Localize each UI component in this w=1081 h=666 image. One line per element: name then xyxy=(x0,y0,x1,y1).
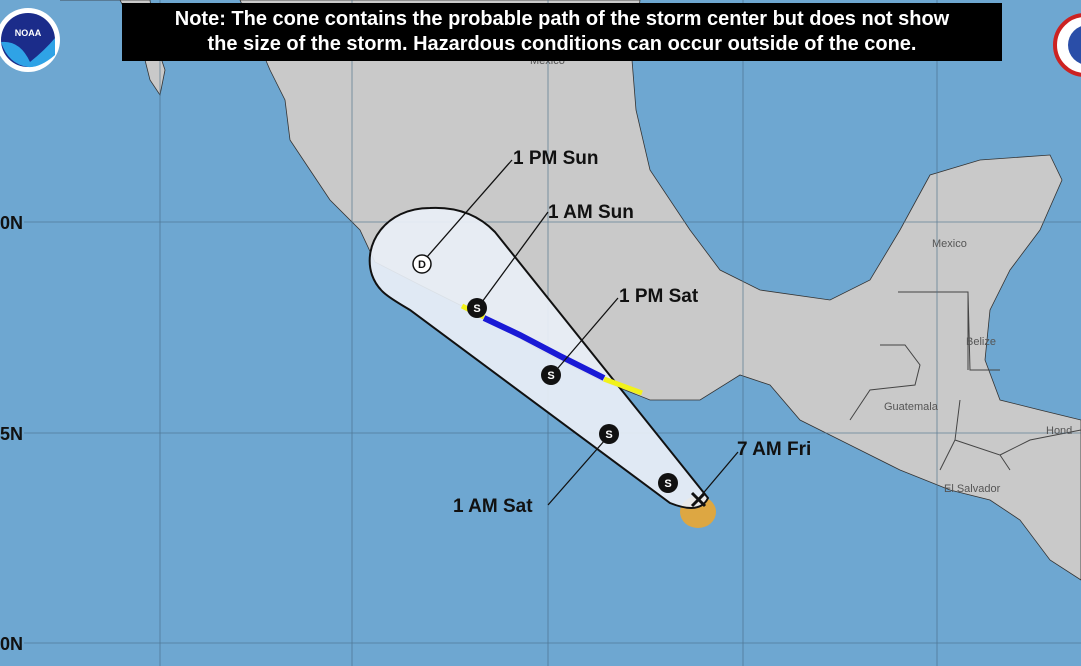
watch-segment-east xyxy=(603,376,643,396)
nws-logo xyxy=(1053,13,1081,77)
noaa-logo: NOAA xyxy=(0,8,60,72)
country-label-honduras: Hond xyxy=(1046,425,1072,437)
forecast-point-s[interactable]: S xyxy=(658,473,678,493)
leader-lines xyxy=(426,159,739,506)
point-symbol: S xyxy=(605,429,612,441)
forecast-cone xyxy=(368,206,710,509)
country-label-belize: Belize xyxy=(966,336,996,348)
time-label-1am-sat: 1 AM Sat xyxy=(453,496,533,517)
country-label-guatemala: Guatemala xyxy=(884,401,939,413)
current-position-x-icon[interactable] xyxy=(690,491,707,508)
time-label-1pm-sat: 1 PM Sat xyxy=(619,286,699,307)
time-label-7am-fri: 7 AM Fri xyxy=(737,439,811,460)
note-line-1: Note: The cone contains the probable pat… xyxy=(174,8,950,30)
note-line-2: the size of the storm. Hazardous conditi… xyxy=(207,33,917,55)
lat-label-middle: 5N xyxy=(0,424,23,444)
lat-label-bottom: 0N xyxy=(0,634,23,654)
time-label-1am-sun: 1 AM Sun xyxy=(548,202,634,223)
country-label-mexico: Mexico xyxy=(932,238,967,250)
lat-label-top: 0N xyxy=(0,213,23,233)
point-symbol: S xyxy=(664,478,671,490)
country-borders xyxy=(849,291,1081,471)
forecast-point-s[interactable]: S xyxy=(467,298,487,318)
lat-lon-grid xyxy=(24,0,1081,666)
cone-disclaimer-note: Note: The cone contains the probable pat… xyxy=(122,3,1002,61)
svg-text:NOAA: NOAA xyxy=(15,28,42,38)
forecast-point-s[interactable]: S xyxy=(541,365,561,385)
point-symbol: S xyxy=(473,303,480,315)
point-symbol: S xyxy=(547,370,554,382)
forecast-point-s[interactable]: S xyxy=(599,424,619,444)
point-symbol: D xyxy=(418,259,426,271)
warning-segment xyxy=(482,315,606,381)
time-label-1pm-sun: 1 PM Sun xyxy=(513,148,599,169)
forecast-point-d[interactable]: D xyxy=(412,254,432,274)
country-label-el-salvador: El Salvador xyxy=(944,483,1001,495)
